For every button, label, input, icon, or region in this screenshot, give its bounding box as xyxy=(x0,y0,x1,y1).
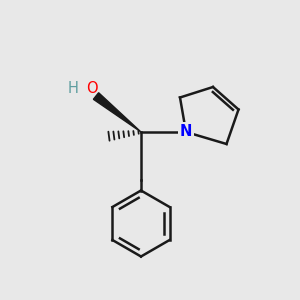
Text: O: O xyxy=(86,81,97,96)
Text: H: H xyxy=(68,81,79,96)
Polygon shape xyxy=(93,93,141,132)
Text: N: N xyxy=(180,124,192,140)
